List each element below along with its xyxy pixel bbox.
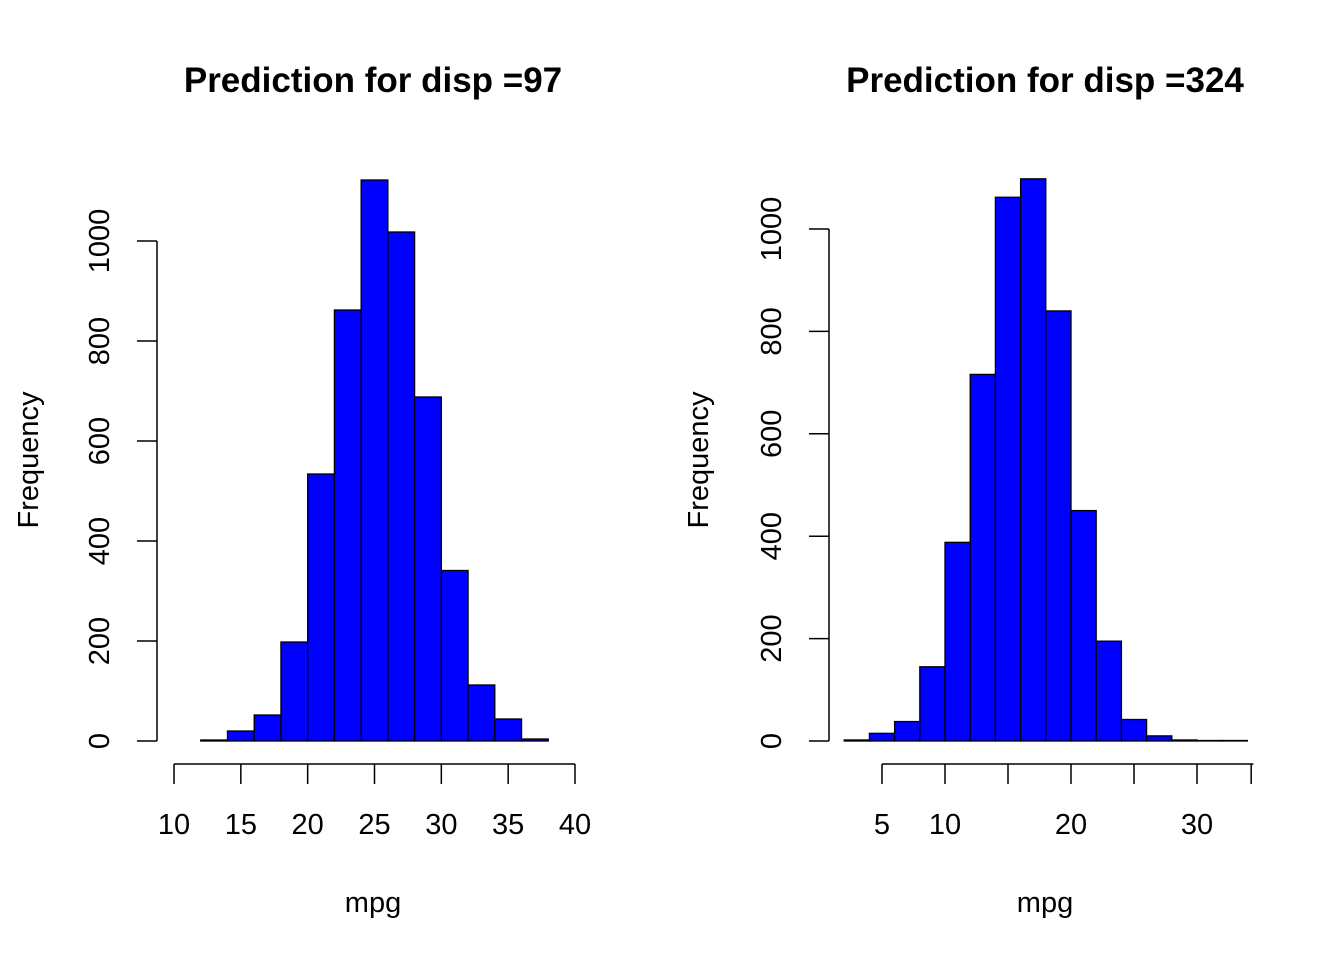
y-tick-label: 1000 — [84, 209, 116, 274]
histogram-bar — [994, 196, 1022, 742]
y-tick-label: 0 — [84, 733, 116, 749]
histogram-bar — [1045, 310, 1072, 742]
y-tick-label: 1000 — [756, 197, 788, 262]
histogram-bar — [253, 714, 282, 742]
y-tick-label: 600 — [84, 417, 116, 465]
x-tick-label: 20 — [292, 809, 324, 841]
y-tick-label: 800 — [84, 317, 116, 365]
chart-title: Prediction for disp =324 — [846, 61, 1244, 100]
histogram-bar — [387, 231, 416, 742]
histogram-bar — [307, 473, 336, 742]
x-tick-label: 10 — [158, 809, 190, 841]
histogram-bar — [494, 718, 523, 742]
histogram-bar — [868, 732, 896, 742]
histogram-bar — [919, 666, 946, 742]
histogram-bar — [226, 730, 255, 742]
x-axis-label: mpg — [345, 887, 401, 919]
histogram-bar — [360, 179, 389, 742]
y-tick-label: 200 — [756, 614, 788, 662]
y-tick-label: 800 — [756, 307, 788, 355]
x-tick-label: 15 — [225, 809, 257, 841]
y-tick-label: 200 — [84, 617, 116, 665]
histogram-bar — [467, 684, 496, 742]
x-tick-label: 20 — [1055, 809, 1087, 841]
y-axis-label: Frequency — [683, 391, 715, 529]
y-tick-label: 600 — [756, 410, 788, 458]
y-tick-label: 400 — [756, 512, 788, 560]
histogram-bar — [843, 739, 871, 742]
histogram-bar — [1019, 178, 1047, 742]
chart-title: Prediction for disp =97 — [184, 61, 562, 100]
x-tick-label: 30 — [1181, 809, 1213, 841]
histogram-bar — [200, 739, 229, 742]
histogram-bar — [1196, 739, 1223, 742]
histogram-bar — [333, 309, 362, 742]
histogram-bar — [1171, 739, 1198, 742]
histogram-bar — [1070, 509, 1097, 742]
histogram-bar — [1221, 739, 1249, 742]
histogram-bar — [944, 541, 971, 742]
histogram-bar — [520, 738, 549, 742]
histogram-bar — [893, 720, 921, 742]
histogram-bar — [969, 373, 997, 742]
histogram-bar — [440, 569, 469, 742]
y-tick-label: 0 — [756, 733, 788, 749]
x-tick-label: 10 — [929, 809, 961, 841]
histogram-panel-disp-324: Prediction for disp =324 5 10 20 30 0 200 400 60… — [683, 61, 1254, 919]
y-axis-label: Frequency — [13, 391, 45, 529]
x-tick-label: 30 — [425, 809, 457, 841]
x-axis-label: mpg — [1017, 887, 1073, 919]
x-tick-label: 40 — [559, 809, 591, 841]
histogram-bar — [280, 641, 309, 742]
histogram-bar — [413, 396, 442, 742]
histogram-bar — [1145, 735, 1173, 742]
histogram-bar — [1120, 718, 1148, 742]
y-tick-label: 400 — [84, 517, 116, 565]
histogram-bar — [1095, 640, 1123, 742]
x-tick-label: 25 — [358, 809, 390, 841]
x-tick-label: 5 — [874, 809, 890, 841]
x-tick-label: 35 — [492, 809, 524, 841]
